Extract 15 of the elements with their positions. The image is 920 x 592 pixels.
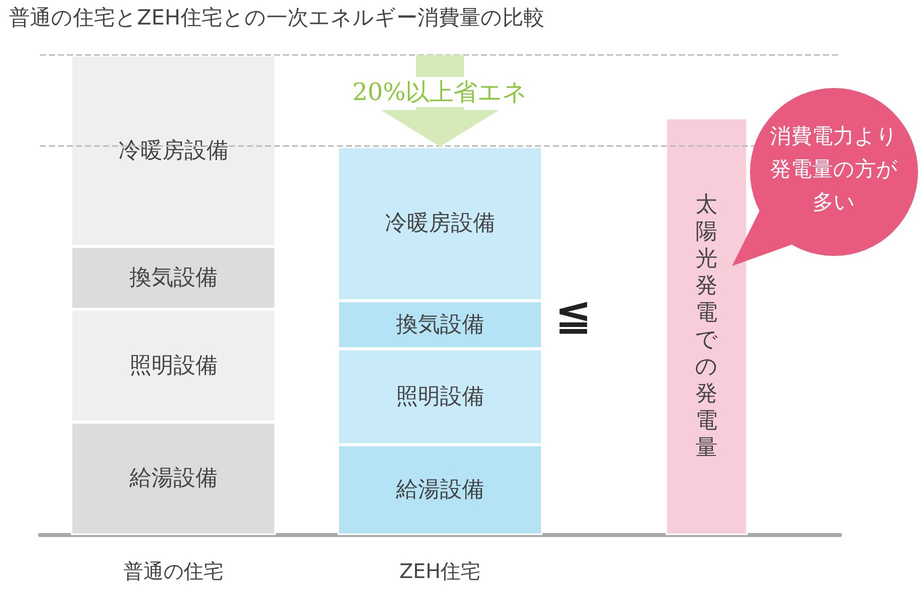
text: 照明設備: [129, 353, 218, 378]
annotation: 20%以上省エネ: [330, 77, 550, 107]
x-tick-label: ZEH住宅: [399, 559, 481, 583]
series-label: 照明設備: [396, 384, 484, 410]
series-label: 給湯設備: [395, 477, 484, 502]
annotation: 消費電力より発電量の方が多い: [769, 123, 899, 216]
annotation: ≦: [554, 289, 593, 340]
chart-title: 普通の住宅とZEH住宅との一次エネルギー消費量の比較: [9, 6, 544, 30]
bar: [666, 118, 748, 535]
text: 換気設備: [129, 265, 218, 290]
x-tick-label: 普通の住宅: [123, 559, 224, 583]
text: 太陽光発電での発電量: [695, 192, 718, 460]
text: 冷暖房設備: [385, 211, 495, 236]
text: 給湯設備: [129, 466, 218, 492]
series-label: 換気設備: [396, 312, 484, 338]
